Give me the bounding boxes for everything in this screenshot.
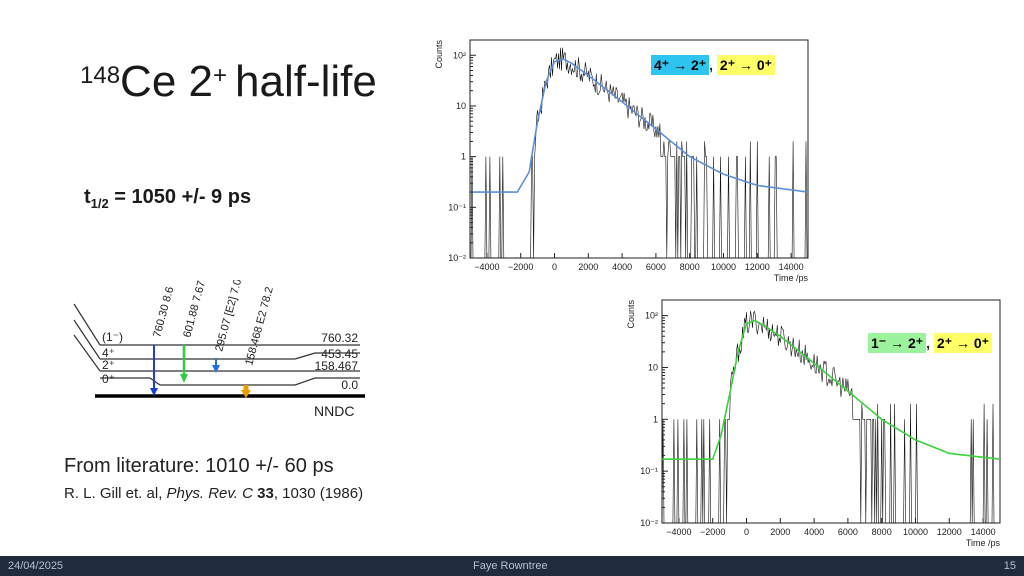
x-tick-label: −2000	[700, 527, 725, 537]
y-tick-label: 10²	[453, 50, 466, 60]
transition-label: 158.468 E2 78.2	[243, 286, 275, 367]
fit-curve	[662, 319, 1001, 460]
x-tick-label: 2000	[578, 262, 598, 272]
transition-arrowhead	[180, 374, 188, 383]
halflife-symbol: t	[84, 186, 91, 208]
footer-page-number: 15	[1003, 560, 1016, 572]
spin-label: 0⁺	[102, 372, 115, 386]
x-tick-label: 0	[552, 262, 557, 272]
halflife-result: t1/2 = 1050 +/- 9 ps	[84, 186, 251, 211]
transition-badge: 1⁻ → 2⁺	[868, 333, 927, 353]
y-tick-label: 10⁻¹	[640, 466, 658, 476]
spin-label: 2⁺	[102, 358, 115, 372]
x-tick-label: 8000	[872, 527, 892, 537]
x-tick-label: −4000	[474, 262, 499, 272]
transition-label: 295.07 [E2] 7.01	[213, 280, 245, 353]
spin-label: (1⁻)	[102, 330, 123, 344]
x-tick-label: 4000	[612, 262, 632, 272]
x-tick-label: 6000	[646, 262, 666, 272]
slide-footer: 24/04/2025 Faye Rowntree 15	[0, 556, 1024, 576]
energy-label: 158.467	[315, 359, 359, 373]
halflife-subscript: 1/2	[90, 196, 109, 211]
x-tick-label: 14000	[971, 527, 996, 537]
ref-authors: R. L. Gill et. al,	[64, 485, 167, 502]
literature-reference: R. L. Gill et. al, Phys. Rev. C 33, 1030…	[64, 485, 363, 502]
transition-label: 601.88 7.67	[181, 280, 208, 339]
ref-rest: , 1030 (1986)	[273, 485, 364, 502]
nndc-source-label: NNDC	[314, 403, 355, 419]
y-tick-label: 10	[456, 101, 466, 111]
y-tick-label: 10⁻²	[448, 253, 466, 263]
energy-label: 0.0	[341, 378, 358, 392]
x-tick-label: 4000	[804, 527, 824, 537]
title-rest: half-life	[235, 57, 377, 106]
slide-title: 148Ce 2+ half-life	[80, 52, 377, 112]
y-axis-label: Counts	[626, 300, 636, 329]
transition-badge: 2⁺ → 0⁺	[933, 333, 993, 353]
decay-curve-chart-1to2: −4000 −2000 0 2000 4000 6000 8000 10000 12000 140…	[626, 299, 1001, 548]
y-tick-label: 10⁻²	[640, 518, 658, 528]
x-tick-label: 8000	[680, 262, 700, 272]
badge-separator: ,	[926, 335, 934, 351]
title-element: Ce 2	[120, 57, 213, 106]
y-tick-label: 1	[653, 414, 658, 424]
decay-curve-chart-4to2: −4000 −2000 0 2000 4000 6000 8000 10000 12000 140…	[434, 39, 809, 283]
x-tick-label: 14000	[779, 262, 804, 272]
x-tick-label: 10000	[903, 527, 928, 537]
transition-badge: 2⁺ → 0⁺	[716, 55, 776, 75]
ref-journal: Phys. Rev. C	[166, 485, 253, 502]
ref-volume: 33	[252, 485, 274, 502]
y-tick-label: 10²	[645, 311, 658, 321]
badge-separator: ,	[709, 57, 717, 73]
footer-date: 24/04/2025	[8, 560, 64, 572]
mass-number: 148	[80, 62, 121, 89]
x-axis-label: Time /ps	[966, 538, 1001, 548]
plot-frame	[469, 39, 809, 259]
y-tick-label: 1	[461, 152, 466, 162]
x-tick-label: −4000	[666, 527, 691, 537]
x-tick-label: 2000	[770, 527, 790, 537]
level-scheme-diagram: (1⁻) 4⁺ 2⁺ 0⁺ 760.32 453.45 158.467 0.0 …	[73, 280, 365, 398]
transition-badge: 4⁺ → 2⁺	[651, 55, 710, 75]
x-axis-label: Time /ps	[774, 273, 809, 283]
transition-arrowhead	[241, 390, 251, 398]
data-histogram	[470, 47, 808, 259]
energy-label: 760.32	[321, 331, 358, 345]
data-histogram	[661, 310, 1000, 524]
halflife-value: = 1050 +/- 9 ps	[108, 186, 252, 208]
fit-curve	[470, 57, 809, 193]
x-tick-label: 6000	[838, 527, 858, 537]
spin-label: 4⁺	[102, 346, 115, 360]
transition-arrowhead	[212, 365, 220, 373]
y-tick-label: 10⁻¹	[448, 202, 466, 212]
x-tick-label: 10000	[711, 262, 736, 272]
literature-value: From literature: 1010 +/- 60 ps	[64, 455, 334, 477]
title-parity: +	[213, 62, 228, 89]
transition-label-box: 4⁺ → 2⁺, 2⁺ → 0⁺	[651, 55, 776, 75]
transition-label: 760.30 8.6	[151, 285, 176, 338]
transition-arrowhead	[150, 388, 158, 396]
x-tick-label: 12000	[745, 262, 770, 272]
footer-author: Faye Rowntree	[473, 560, 548, 572]
x-tick-label: 0	[744, 527, 749, 537]
y-tick-label: 10	[648, 362, 658, 372]
y-axis-label: Counts	[434, 40, 444, 69]
x-tick-label: 12000	[937, 527, 962, 537]
x-tick-label: −2000	[508, 262, 533, 272]
energy-label: 453.45	[321, 347, 358, 361]
transition-label-box: 1⁻ → 2⁺, 2⁺ → 0⁺	[868, 333, 993, 353]
